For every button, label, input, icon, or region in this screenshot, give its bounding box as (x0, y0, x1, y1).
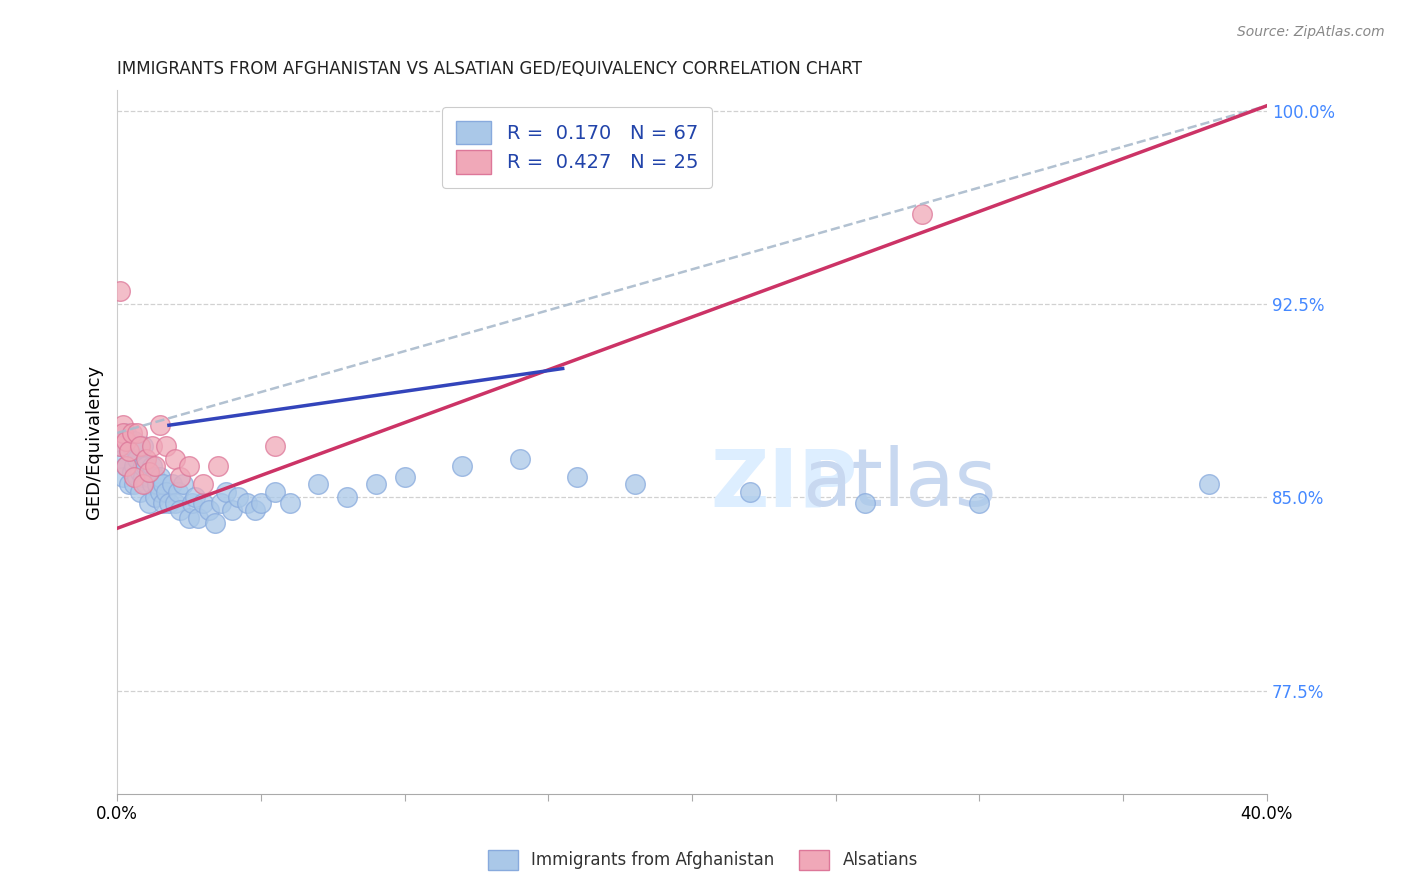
Point (111, 418, 134, 433)
Point (132, 439, 155, 453)
Point (969, 495, 991, 509)
Text: atlas: atlas (801, 445, 997, 524)
Point (118, 477, 141, 491)
Point (235, 495, 257, 509)
Point (135, 451, 157, 466)
Point (114, 459, 136, 474)
Point (307, 477, 329, 491)
Point (124, 469, 146, 483)
Legend: R =  0.170   N = 67, R =  0.427   N = 25: R = 0.170 N = 67, R = 0.427 N = 25 (443, 107, 711, 187)
Point (129, 485, 152, 500)
Point (118, 444, 141, 458)
Point (141, 439, 163, 453)
Point (184, 491, 207, 505)
Point (135, 477, 157, 491)
Point (250, 495, 273, 509)
Point (132, 469, 155, 483)
Point (132, 459, 155, 474)
Point (114, 434, 136, 448)
Point (215, 485, 238, 500)
Point (127, 469, 149, 483)
Point (111, 425, 134, 440)
Point (143, 469, 166, 483)
Point (152, 477, 174, 491)
Point (114, 459, 136, 474)
Point (853, 495, 876, 509)
Point (121, 465, 143, 479)
Point (364, 477, 387, 491)
Point (138, 465, 160, 479)
Point (157, 495, 180, 509)
Point (177, 511, 200, 525)
Point (143, 459, 166, 474)
Legend: Immigrants from Afghanistan, Alsatians: Immigrants from Afghanistan, Alsatians (481, 843, 925, 877)
Point (181, 495, 204, 509)
Point (132, 477, 155, 491)
Point (166, 485, 188, 500)
Y-axis label: GED/Equivalency: GED/Equivalency (86, 365, 103, 519)
Point (127, 425, 149, 440)
Point (155, 485, 177, 500)
Point (394, 469, 416, 483)
Point (198, 503, 221, 517)
Point (623, 477, 645, 491)
Point (278, 495, 301, 509)
Point (1198, 477, 1220, 491)
Point (127, 451, 149, 466)
Point (141, 459, 163, 474)
Point (141, 477, 163, 491)
Point (138, 495, 160, 509)
Point (911, 207, 934, 221)
Point (149, 418, 172, 433)
Point (118, 444, 141, 458)
Point (565, 469, 588, 483)
Point (209, 495, 232, 509)
Point (124, 459, 146, 474)
Point (152, 495, 174, 509)
Point (193, 477, 215, 491)
Point (129, 439, 152, 453)
Point (336, 491, 359, 505)
Point (264, 485, 287, 500)
Point (207, 459, 229, 474)
Point (160, 477, 183, 491)
Point (177, 459, 200, 474)
Point (108, 439, 131, 453)
Text: Source: ZipAtlas.com: Source: ZipAtlas.com (1237, 25, 1385, 39)
Point (163, 495, 186, 509)
Point (108, 285, 131, 299)
Point (226, 491, 249, 505)
Point (264, 439, 287, 453)
Point (135, 459, 157, 474)
Point (124, 477, 146, 491)
Point (111, 451, 134, 466)
Point (121, 439, 143, 453)
Point (738, 485, 761, 500)
Point (169, 469, 191, 483)
Point (187, 511, 209, 525)
Point (114, 425, 136, 440)
Text: ZIP: ZIP (710, 445, 858, 524)
Point (169, 503, 191, 517)
Point (138, 469, 160, 483)
Point (221, 503, 243, 517)
Point (243, 503, 266, 517)
Point (111, 469, 134, 483)
Point (146, 477, 169, 491)
Point (143, 491, 166, 505)
Point (149, 469, 172, 483)
Point (149, 485, 172, 500)
Text: IMMIGRANTS FROM AFGHANISTAN VS ALSATIAN GED/EQUIVALENCY CORRELATION CHART: IMMIGRANTS FROM AFGHANISTAN VS ALSATIAN … (117, 60, 862, 78)
Point (129, 465, 152, 479)
Point (108, 439, 131, 453)
Point (509, 451, 531, 466)
Point (451, 459, 474, 474)
Point (121, 425, 143, 440)
Point (204, 516, 226, 530)
Point (155, 439, 177, 453)
Point (193, 495, 215, 509)
Point (163, 451, 186, 466)
Point (124, 434, 146, 448)
Point (172, 477, 194, 491)
